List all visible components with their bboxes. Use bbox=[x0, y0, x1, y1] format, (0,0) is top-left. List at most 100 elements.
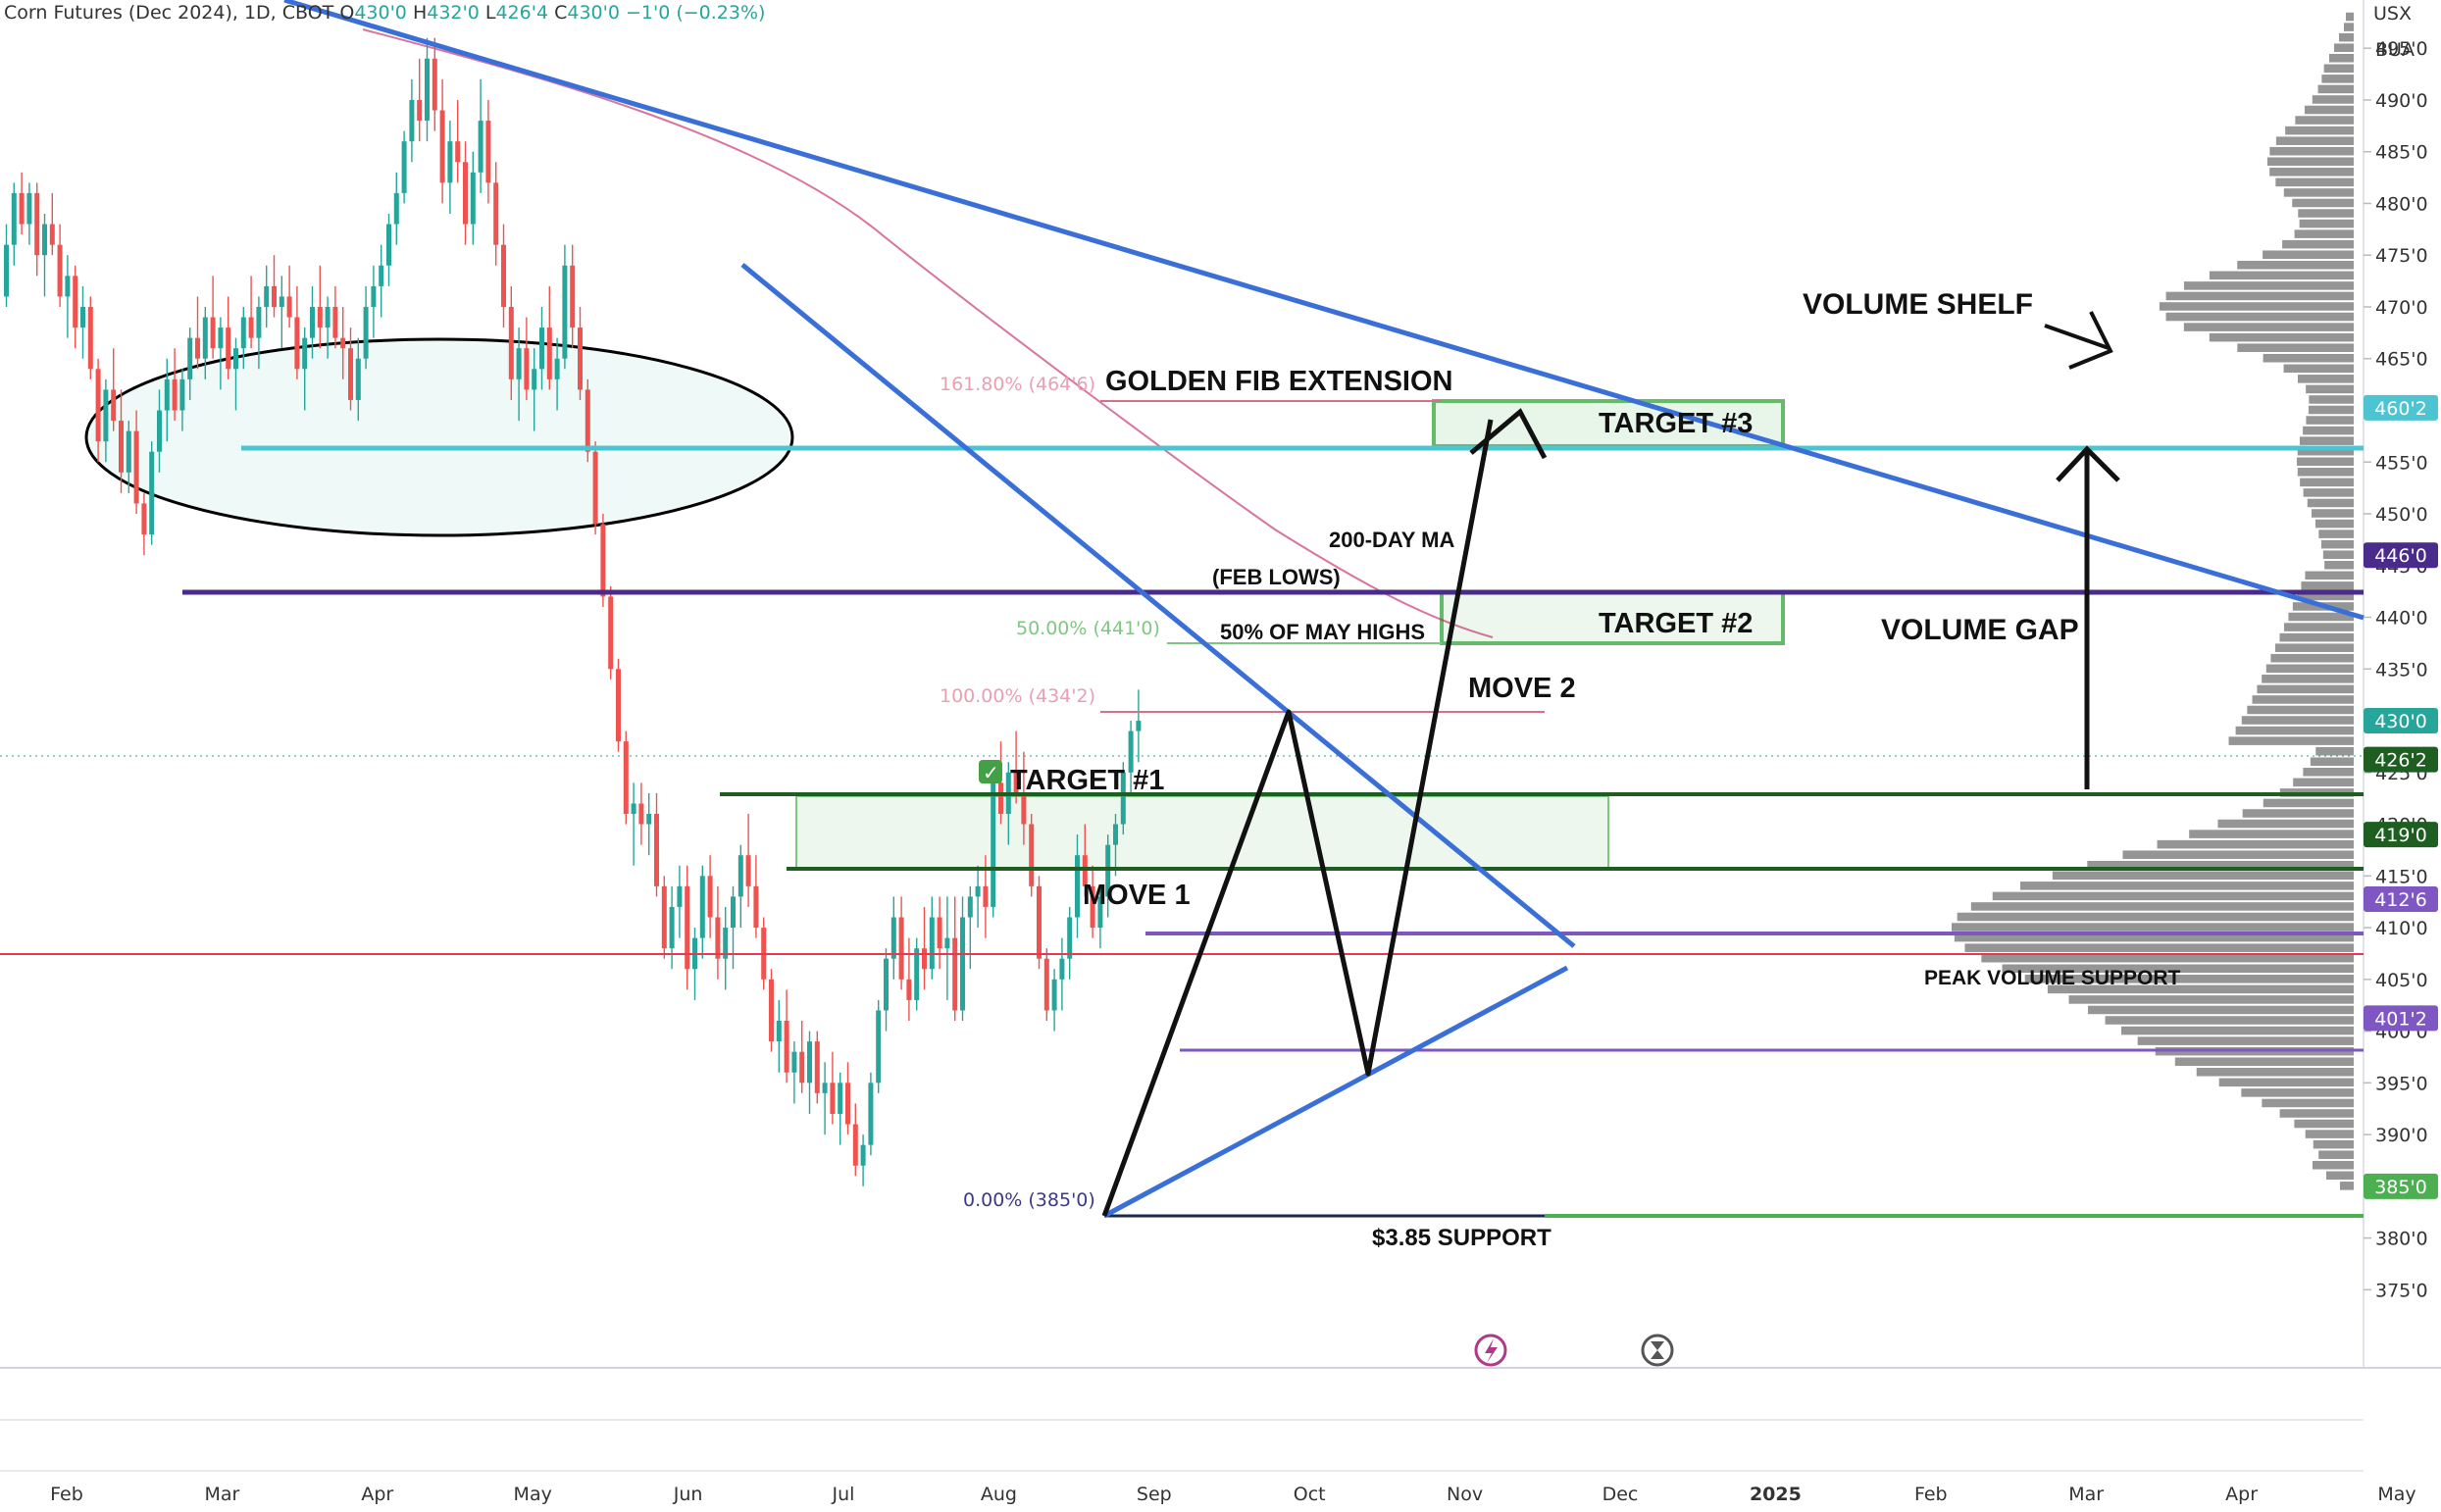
candle bbox=[310, 285, 315, 359]
volume-bar bbox=[2288, 612, 2354, 622]
price-badge-label: 401'2 bbox=[2374, 1008, 2427, 1030]
rising-support-line bbox=[1102, 965, 1569, 1219]
y-tick-label: 440'0 bbox=[2375, 608, 2428, 630]
golden-fib-label: GOLDEN FIB EXTENSION bbox=[1105, 366, 1452, 397]
volume-bar bbox=[2299, 219, 2354, 228]
candle bbox=[42, 214, 47, 297]
candle bbox=[822, 1062, 828, 1135]
candle bbox=[991, 762, 996, 918]
volume-bar bbox=[2218, 1078, 2354, 1087]
volume-bar bbox=[2266, 157, 2354, 167]
candle bbox=[685, 865, 690, 990]
volume-bar bbox=[2263, 798, 2354, 808]
candle bbox=[776, 999, 782, 1073]
candle bbox=[226, 296, 231, 379]
support-385-label: $3.85 SUPPORT bbox=[1372, 1225, 1551, 1251]
volume-bar bbox=[2303, 488, 2354, 497]
candle bbox=[332, 285, 338, 349]
candle bbox=[409, 78, 415, 163]
volume-bar bbox=[2326, 1171, 2354, 1181]
x-tick-label: Aug bbox=[981, 1484, 1017, 1505]
candle bbox=[638, 782, 644, 845]
candle bbox=[845, 1062, 850, 1135]
volume-bar bbox=[2329, 53, 2354, 63]
price-badge-label: 430'0 bbox=[2374, 711, 2427, 732]
candle bbox=[929, 896, 935, 980]
volume-bar bbox=[2157, 839, 2354, 849]
candle bbox=[1090, 865, 1095, 938]
short-downtrend-line bbox=[740, 263, 1576, 948]
candle bbox=[447, 121, 453, 215]
candle bbox=[890, 896, 896, 980]
candle bbox=[791, 1041, 797, 1104]
volume-bar bbox=[2294, 229, 2354, 238]
long-downtrend-line bbox=[283, 0, 2365, 621]
candle bbox=[661, 876, 667, 959]
candle bbox=[187, 328, 193, 400]
volume-bar bbox=[2305, 1130, 2354, 1138]
volume-bar bbox=[1981, 953, 2354, 963]
candle bbox=[524, 317, 530, 400]
candle bbox=[998, 741, 1003, 825]
volume-bar bbox=[2265, 664, 2354, 674]
candle bbox=[355, 337, 361, 422]
volume-bar bbox=[2321, 75, 2354, 83]
volume-shelf-label: VOLUME SHELF bbox=[1803, 288, 2033, 321]
legend-title: Corn Futures (Dec 2024), 1D, CBOT bbox=[4, 2, 334, 24]
volume-bar bbox=[2088, 1005, 2354, 1015]
candle bbox=[386, 214, 391, 286]
candle bbox=[164, 358, 170, 442]
candle bbox=[944, 896, 950, 1000]
volume-bar bbox=[2317, 84, 2354, 94]
fib-100-label: 100.00% (434'2) bbox=[940, 685, 1095, 707]
candle bbox=[65, 255, 71, 338]
candle bbox=[906, 937, 912, 1022]
volume-bar bbox=[2322, 550, 2354, 559]
candle bbox=[233, 337, 238, 411]
candle bbox=[731, 885, 736, 970]
candle bbox=[516, 328, 522, 422]
candle bbox=[393, 172, 399, 245]
legend-change: −1'0 (−0.23%) bbox=[625, 2, 766, 24]
volume-bar bbox=[2320, 539, 2354, 549]
y-tick-label: 380'0 bbox=[2375, 1229, 2428, 1250]
candle bbox=[19, 172, 25, 235]
volume-bar bbox=[2275, 177, 2354, 187]
legend-high: 432'0 bbox=[427, 2, 480, 24]
x-tick-label: Mar bbox=[2068, 1484, 2104, 1505]
y-tick-label: 405'0 bbox=[2375, 970, 2428, 991]
price-axis[interactable]: 495'0 490'0 485'0 480'0 475'0 470'0 465'0 455'0… bbox=[2364, 38, 2428, 1301]
price-badge bbox=[2364, 1173, 2438, 1199]
candle bbox=[578, 306, 583, 400]
candle bbox=[485, 99, 491, 204]
candle bbox=[417, 58, 423, 142]
volume-bar bbox=[2269, 146, 2354, 156]
volume-bar bbox=[2241, 716, 2354, 725]
candle bbox=[470, 151, 476, 245]
hourglass-icon[interactable] bbox=[1641, 1334, 1674, 1367]
price-badge bbox=[2364, 822, 2438, 848]
candle bbox=[745, 813, 751, 907]
volume-bar bbox=[2217, 819, 2354, 829]
ma200-label: 200-DAY MA bbox=[1329, 528, 1455, 552]
candle bbox=[1097, 885, 1103, 949]
lightning-icon[interactable] bbox=[1474, 1334, 1507, 1367]
candle bbox=[631, 782, 636, 866]
candle bbox=[363, 285, 369, 370]
volume-bar bbox=[2301, 581, 2354, 590]
candle bbox=[133, 410, 139, 515]
candle bbox=[95, 358, 101, 463]
candle bbox=[1075, 834, 1080, 938]
volume-bar bbox=[2122, 850, 2354, 859]
candle bbox=[493, 162, 499, 266]
volume-bar bbox=[2312, 509, 2354, 518]
candle bbox=[799, 1021, 805, 1093]
y-tick-label: 465'0 bbox=[2375, 349, 2428, 371]
time-axis[interactable]: Feb Mar Apr May Jun Jul Aug Sep Oct Nov Dec 2025 Feb… bbox=[50, 1484, 2416, 1505]
target2-label: TARGET #2 bbox=[1599, 608, 1753, 639]
peak-volume-label: PEAK VOLUME SUPPORT bbox=[1924, 967, 2181, 989]
volume-bar bbox=[2209, 332, 2354, 342]
currency-unit: USX bbox=[2373, 3, 2412, 25]
candle bbox=[240, 306, 246, 370]
